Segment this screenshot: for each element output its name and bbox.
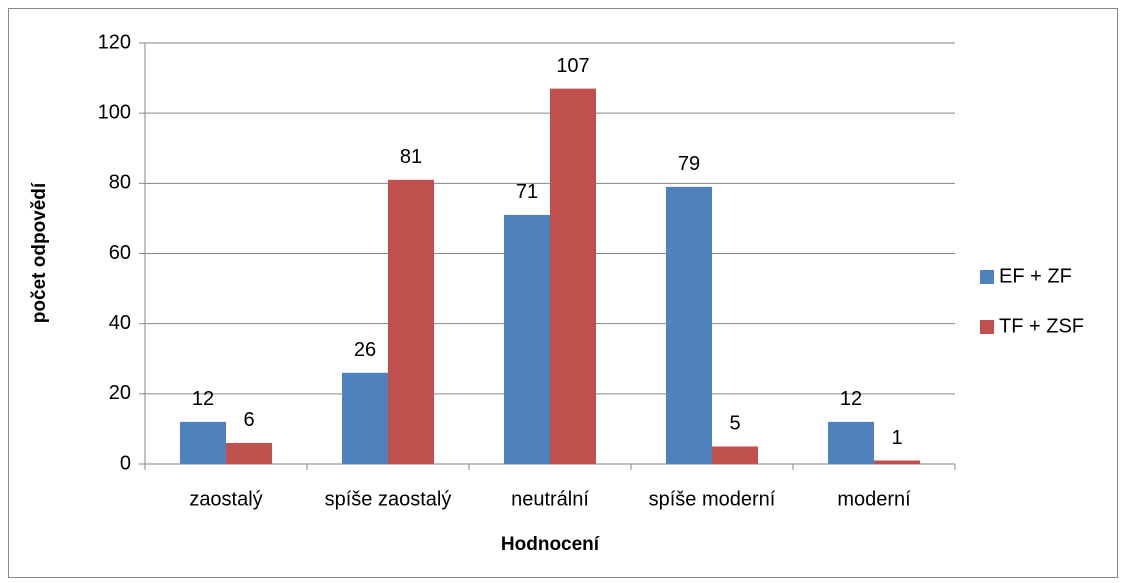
x-tick-label: spíše moderní	[649, 488, 776, 510]
y-tick-label: 0	[120, 452, 131, 474]
bar	[226, 442, 272, 464]
x-axis-label: Hodnocení	[501, 534, 600, 555]
bar	[180, 421, 226, 464]
data-label: 81	[400, 146, 422, 168]
y-tick-label: 80	[109, 172, 131, 194]
y-tick-label: 40	[109, 312, 131, 334]
y-tick-label: 60	[109, 242, 131, 264]
x-tick-label: moderní	[837, 488, 911, 510]
x-tick-label: neutrální	[511, 488, 589, 510]
data-label: 79	[678, 153, 700, 175]
y-axis-label: počet odpovědí	[29, 182, 50, 323]
data-label: 71	[516, 181, 538, 203]
y-tick-label: 20	[109, 382, 131, 404]
y-tick-label: 120	[98, 31, 131, 53]
bar	[504, 214, 550, 464]
data-label: 12	[192, 388, 214, 410]
bar	[666, 186, 712, 464]
bar	[342, 372, 388, 464]
bar	[712, 446, 758, 464]
data-label: 6	[243, 409, 254, 431]
legend-swatch	[980, 270, 994, 284]
data-label: 107	[556, 55, 589, 77]
bar	[874, 460, 920, 464]
bar	[828, 421, 874, 464]
data-label: 1	[891, 427, 902, 449]
data-label: 26	[354, 339, 376, 361]
x-tick-label: spíše zaostalý	[325, 488, 452, 510]
data-label: 12	[840, 388, 862, 410]
legend-label: TF + ZSF	[999, 315, 1084, 337]
bar	[388, 179, 434, 464]
x-tick-label: zaostalý	[189, 488, 262, 510]
data-label: 5	[729, 413, 740, 435]
bar	[550, 88, 596, 464]
legend-label: EF + ZF	[999, 265, 1072, 287]
y-tick-label: 100	[98, 101, 131, 123]
legend-swatch	[980, 320, 994, 334]
